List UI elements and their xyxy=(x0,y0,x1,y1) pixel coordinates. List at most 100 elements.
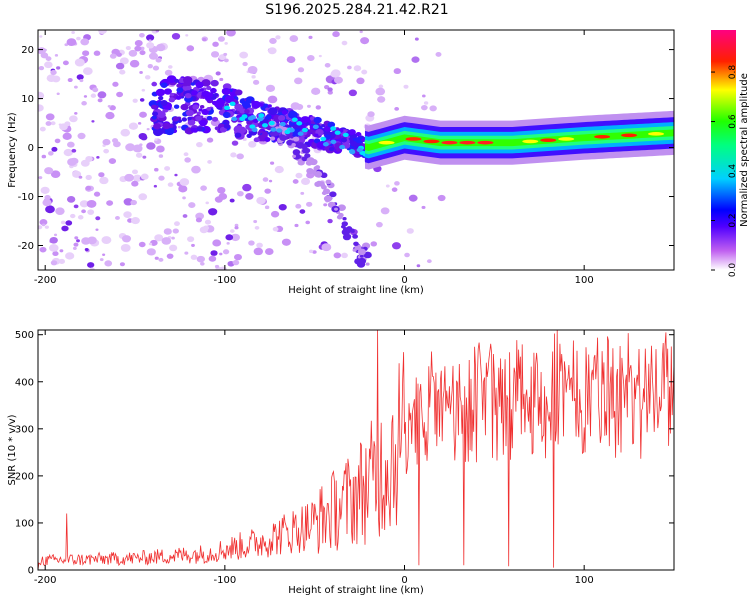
heatmap-blob xyxy=(50,121,56,126)
heatmap-blob xyxy=(286,56,296,64)
heatmap-blob xyxy=(330,139,337,145)
heatmap-blob xyxy=(244,109,250,114)
heatmap-blob xyxy=(226,30,236,37)
heatmap-blob xyxy=(272,226,279,232)
heatmap-blob xyxy=(160,82,168,88)
heatmap-blob xyxy=(196,255,205,263)
heatmap-blob xyxy=(60,220,66,225)
heatmap-blob xyxy=(163,228,172,235)
y-tick-label: 0 xyxy=(28,143,34,154)
heatmap-blob xyxy=(182,76,193,84)
heatmap-blob xyxy=(261,123,268,128)
heatmap-blob xyxy=(184,251,189,255)
heatmap-blob xyxy=(99,176,109,185)
colorbar-ticks: 0.0 0.2 0.4 0.6 0.8 xyxy=(711,65,738,277)
heatmap-blob xyxy=(332,31,340,38)
heatmap-blob xyxy=(214,100,224,108)
heatmap-blob xyxy=(301,148,309,154)
spectrogram-frame xyxy=(37,29,675,271)
heatmap-blob xyxy=(64,121,71,127)
heatmap-blob xyxy=(184,92,192,99)
heatmap-blob xyxy=(85,185,92,191)
heatmap-blob xyxy=(131,169,138,175)
heatmap-blob xyxy=(119,57,129,65)
heatmap-blob xyxy=(289,35,299,42)
heatmap-blob xyxy=(300,191,305,195)
heatmap-blob xyxy=(333,252,342,259)
heatmap-blob xyxy=(420,104,428,111)
heatmap-blob xyxy=(132,98,138,103)
heatmap-blob xyxy=(132,174,142,182)
heatmap-blob xyxy=(155,88,166,97)
heatmap-blob xyxy=(128,49,138,57)
heatmap-blob xyxy=(217,186,226,194)
heatmap-blob xyxy=(177,125,181,129)
heatmap-blob xyxy=(330,126,337,131)
heatmap-blob xyxy=(284,129,291,135)
heatmap-blob xyxy=(191,165,201,174)
heatmap-blob xyxy=(120,243,131,252)
heatmap-blob xyxy=(231,140,239,146)
heatmap-blob xyxy=(191,243,195,247)
heatmap-peak xyxy=(459,140,476,145)
heatmap-blob xyxy=(164,69,173,76)
heatmap-blob xyxy=(196,141,203,148)
heatmap-blob xyxy=(207,160,212,164)
heatmap-blob xyxy=(327,87,333,92)
heatmap-blob xyxy=(328,146,335,152)
heatmap-blob xyxy=(245,193,254,200)
heatmap-blob xyxy=(414,37,419,41)
heatmap-blob xyxy=(342,217,347,221)
heatmap-blob xyxy=(288,128,295,133)
heatmap-blob xyxy=(205,92,213,99)
heatmap-blob xyxy=(171,32,181,40)
heatmap-blob xyxy=(167,182,174,187)
heatmap-blob xyxy=(115,62,125,70)
heatmap-blob xyxy=(318,54,322,58)
heatmap-blob xyxy=(199,105,205,109)
x-tick-label: -100 xyxy=(213,575,236,586)
heatmap-blob xyxy=(61,225,69,232)
heatmap-blob xyxy=(292,154,297,158)
heatmap-blob xyxy=(50,69,57,76)
heatmap-blob xyxy=(288,110,298,119)
heatmap-blob xyxy=(277,114,286,121)
heatmap-blob xyxy=(314,165,321,170)
heatmap-blob xyxy=(176,83,182,88)
heatmap-blob xyxy=(211,116,219,122)
heatmap-blob xyxy=(65,252,75,260)
heatmap-blob xyxy=(102,138,111,146)
heatmap-blob xyxy=(276,128,283,133)
heatmap-blob xyxy=(429,105,437,112)
heatmap-blob xyxy=(171,236,175,240)
heatmap-blob xyxy=(139,111,147,118)
heatmap-blob xyxy=(125,45,131,51)
heatmap-blob xyxy=(267,95,278,104)
heatmap-blob xyxy=(89,267,95,270)
heatmap-blob xyxy=(394,181,400,186)
heatmap-blob xyxy=(322,188,331,195)
heatmap-blob xyxy=(242,61,248,67)
heatmap-blob xyxy=(199,119,208,127)
heatmap-blob xyxy=(339,144,346,150)
heatmap-blob xyxy=(48,151,54,156)
heatmap-blob xyxy=(62,132,72,141)
heatmap-blob xyxy=(67,78,73,83)
heatmap-blob xyxy=(123,198,133,206)
heatmap-blob xyxy=(151,81,158,87)
colorbar-tick-label: 0.8 xyxy=(728,65,738,80)
heatmap-blob xyxy=(53,233,58,237)
heatmap-blob xyxy=(330,70,340,78)
heatmap-blob xyxy=(300,118,308,124)
heatmap-blob xyxy=(148,242,153,246)
x-tick-label: 0 xyxy=(401,275,407,286)
heatmap-blob xyxy=(139,98,145,102)
heatmap-blob xyxy=(297,131,304,136)
heatmap-blob xyxy=(168,97,176,103)
heatmap-blob xyxy=(70,213,76,219)
heatmap-peak xyxy=(405,137,422,141)
heatmap-blob xyxy=(90,93,97,98)
heatmap-blob xyxy=(155,43,166,52)
heatmap-blob xyxy=(299,209,306,214)
heatmap-blob xyxy=(131,217,140,225)
